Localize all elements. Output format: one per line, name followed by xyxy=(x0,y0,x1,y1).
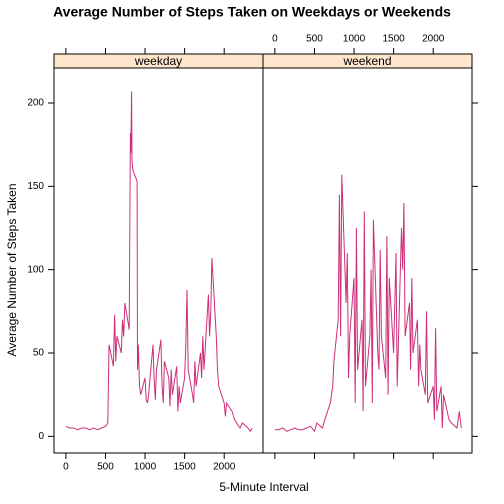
y-axis-label: Average Number of Steps Taken xyxy=(5,184,19,357)
y-tick-label: 150 xyxy=(27,181,44,192)
x-tick-label: 0 xyxy=(272,34,278,45)
x-tick-label: 500 xyxy=(306,34,323,45)
x-tick-label: 0 xyxy=(63,462,69,473)
x-tick-label: 1500 xyxy=(174,462,197,473)
y-tick-label: 100 xyxy=(27,264,44,275)
x-tick-label: 1500 xyxy=(383,34,406,45)
x-tick-label: 2000 xyxy=(422,34,445,45)
y-tick-label: 200 xyxy=(27,98,44,109)
panel-frame xyxy=(262,53,473,454)
y-tick-label: 0 xyxy=(38,431,44,442)
x-tick-label: 1000 xyxy=(343,34,366,45)
x-tick-label: 2000 xyxy=(213,462,236,473)
x-tick-label: 1000 xyxy=(134,462,157,473)
y-tick-label: 50 xyxy=(33,348,45,359)
strip-label: weekday xyxy=(134,54,182,68)
line-series xyxy=(274,174,462,433)
x-axis-label: 5-Minute Interval xyxy=(219,480,308,494)
chart-title: Average Number of Steps Taken on Weekday… xyxy=(53,4,451,20)
strip-label: weekend xyxy=(342,54,391,68)
panel-frame xyxy=(53,53,264,454)
x-tick-label: 500 xyxy=(97,462,114,473)
line-series xyxy=(65,91,253,433)
